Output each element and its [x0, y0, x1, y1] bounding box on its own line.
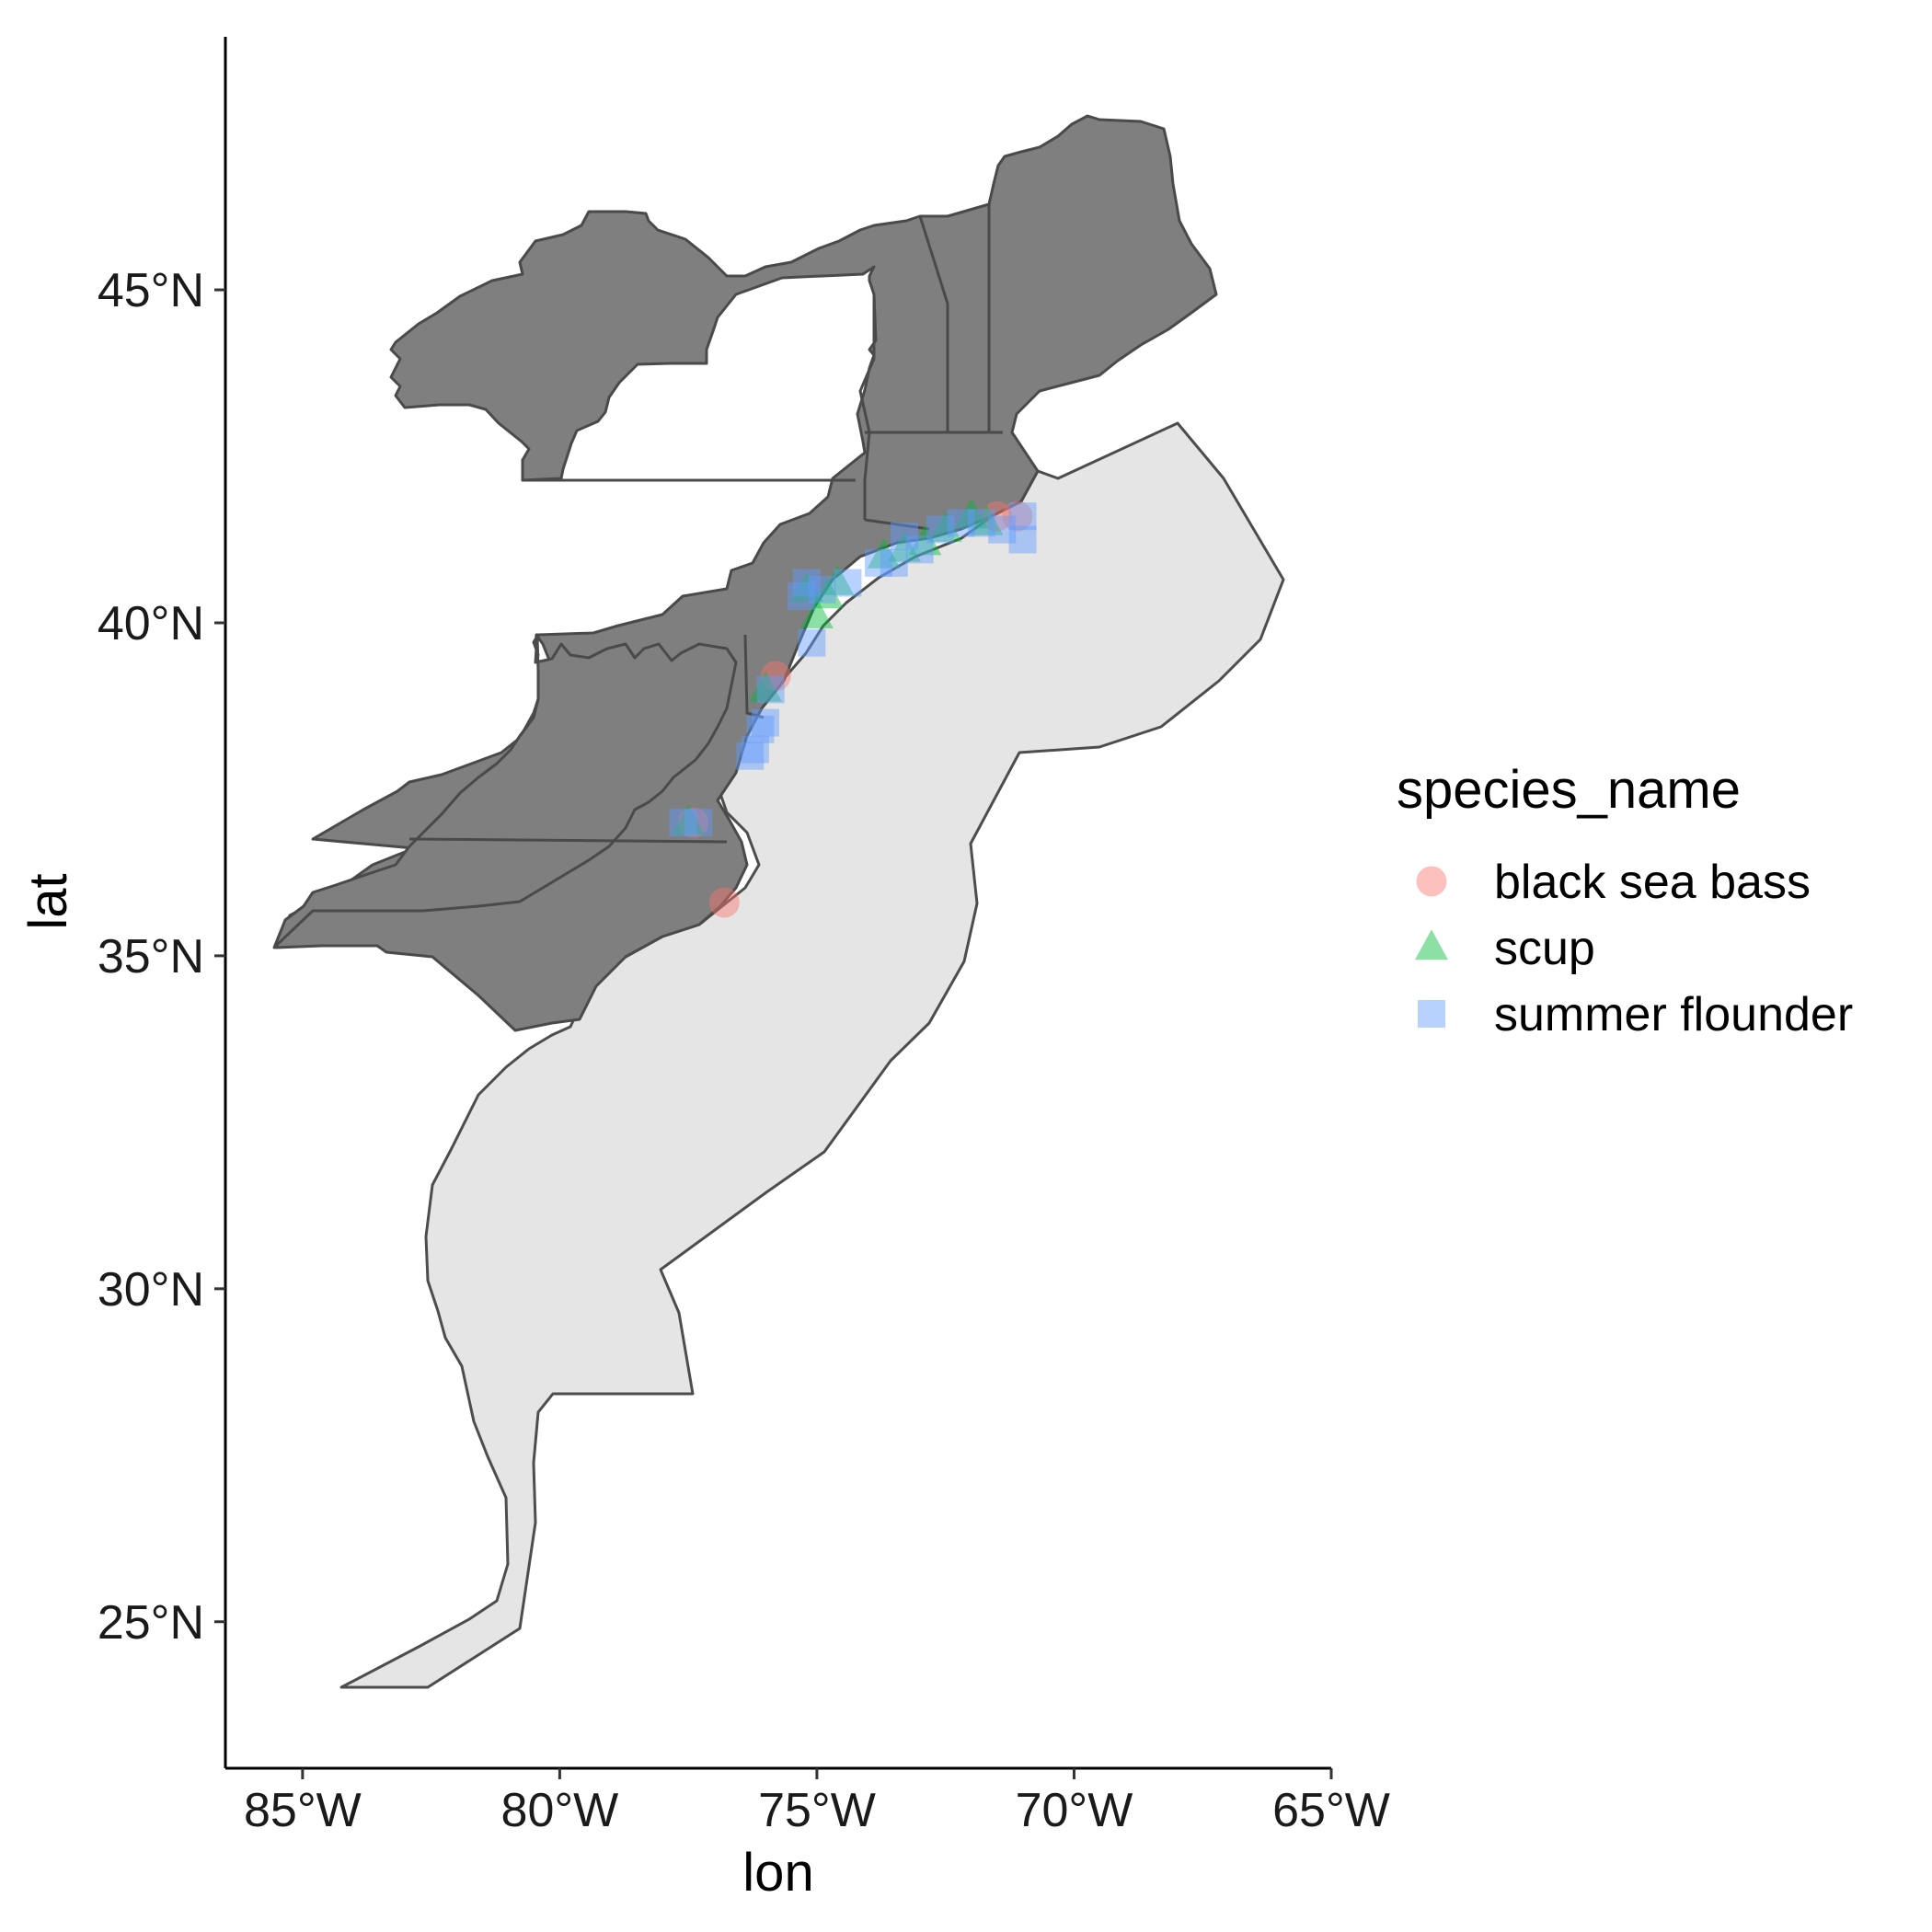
x-tick-label: 65°W: [1272, 1784, 1390, 1837]
point-scup: [789, 570, 823, 602]
point-summer-flounder: [808, 575, 836, 604]
x-tick-label: 80°W: [501, 1784, 619, 1837]
y-tick-label: 35°N: [98, 930, 204, 983]
point-summer-flounder: [741, 735, 769, 764]
point-scup: [799, 597, 834, 628]
legend: species_name black sea bass scup summer fl…: [1397, 760, 1853, 1041]
point-scup: [928, 511, 962, 542]
y-tick-label: 25°N: [98, 1596, 204, 1650]
point-summer-flounder: [1008, 502, 1037, 531]
point-scup: [954, 498, 988, 529]
point-summer-flounder: [798, 628, 826, 657]
point-black-sea-bass: [708, 887, 740, 918]
point-black-sea-bass: [678, 807, 709, 838]
legend-label-summer-flounder: summer flounder: [1494, 988, 1853, 1041]
x-axis-ticks: 85°W 80°W 75°W 70°W 65°W: [244, 1768, 1390, 1837]
point-summer-flounder: [788, 582, 816, 611]
point-black-sea-bass: [1002, 500, 1033, 532]
point-summer-flounder: [746, 715, 775, 743]
legend-key-summer-flounder: [1418, 1000, 1445, 1028]
legend-title: species_name: [1397, 760, 1741, 820]
legend-key-scup: [1415, 929, 1448, 960]
point-summer-flounder: [890, 522, 918, 550]
data-points: [669, 498, 1037, 918]
land-midatlantic-inland: [272, 633, 738, 949]
point-scup: [821, 564, 855, 595]
legend-label-scup: scup: [1494, 922, 1595, 975]
y-tick-label: 30°N: [98, 1263, 204, 1317]
point-summer-flounder: [684, 809, 713, 837]
point-summer-flounder: [756, 675, 785, 704]
point-scup: [811, 578, 845, 609]
point-summer-flounder: [880, 548, 908, 577]
y-tick-label: 40°N: [98, 597, 204, 650]
y-axis-title: lat: [18, 873, 78, 929]
point-summer-flounder: [865, 548, 893, 577]
point-summer-flounder: [752, 708, 780, 737]
point-summer-flounder: [669, 809, 697, 837]
point-summer-flounder: [1008, 525, 1037, 554]
point-scup: [672, 804, 706, 835]
point-black-sea-bass: [760, 661, 791, 692]
point-scup: [887, 531, 921, 562]
legend-key-black-sea-bass: [1416, 866, 1447, 897]
x-axis-title: lon: [742, 1843, 813, 1903]
point-scup: [970, 504, 1004, 535]
x-tick-label: 85°W: [244, 1784, 362, 1837]
x-tick-label: 75°W: [758, 1784, 876, 1837]
y-tick-label: 45°N: [98, 264, 204, 317]
point-summer-flounder: [967, 509, 995, 537]
legend-items: black sea bass scup summer flounder: [1415, 856, 1853, 1041]
point-scup: [749, 671, 783, 702]
point-scup: [867, 537, 901, 569]
point-summer-flounder: [926, 515, 955, 544]
point-summer-flounder: [792, 569, 821, 597]
point-summer-flounder: [947, 509, 975, 537]
y-axis-ticks: 25°N 30°N 35°N 40°N 45°N: [98, 264, 225, 1650]
point-black-sea-bass: [982, 500, 1013, 532]
point-summer-flounder: [905, 535, 934, 564]
point-summer-flounder: [736, 742, 765, 770]
point-scup: [908, 524, 942, 556]
x-tick-label: 70°W: [1016, 1784, 1133, 1837]
legend-label-black-sea-bass: black sea bass: [1494, 856, 1811, 909]
point-summer-flounder: [988, 515, 1017, 544]
point-summer-flounder: [834, 569, 862, 597]
state-boundaries: [408, 204, 1003, 844]
